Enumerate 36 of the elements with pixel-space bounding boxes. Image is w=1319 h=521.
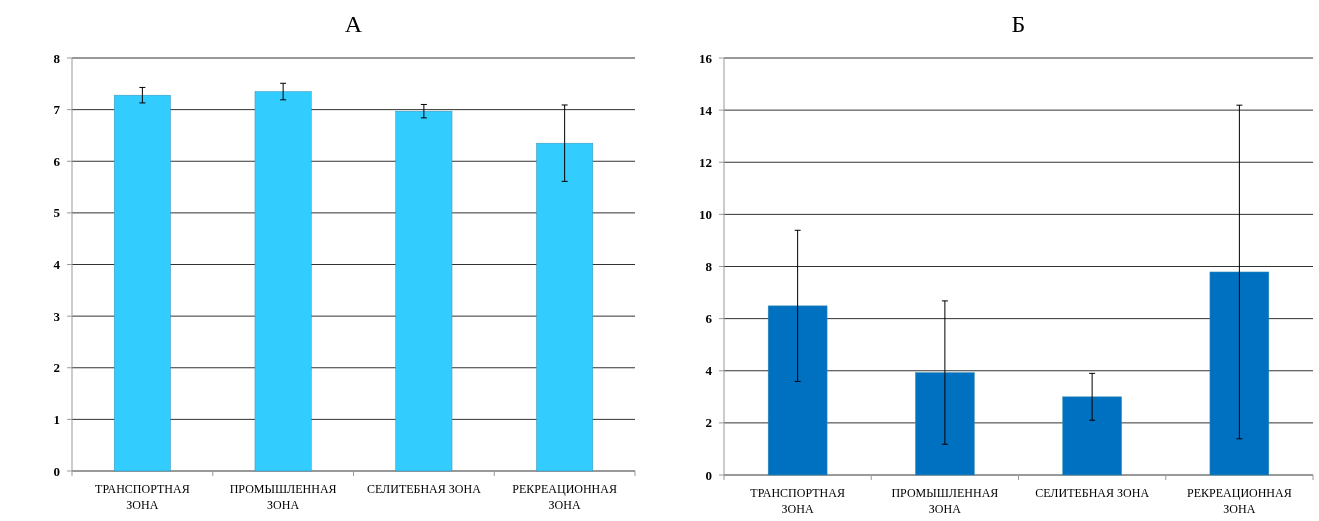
y-tick-label: 0 [53, 463, 60, 479]
y-tick-label: 5 [53, 205, 61, 221]
bar [1209, 271, 1270, 476]
bar [915, 372, 975, 476]
x-tick-label: РЕКРЕАЦИОННАЯ ЗОНА [1187, 486, 1292, 516]
y-tick-label: 4 [53, 257, 61, 273]
y-tick-label: 6 [705, 311, 713, 327]
x-tick-label: РЕКРЕАЦИОННАЯ ЗОНА [512, 482, 617, 512]
y-tick-label: 8 [705, 259, 713, 275]
x-tick-label: СЕЛИТЕБНАЯ ЗОНА [1035, 486, 1150, 500]
y-tick-label: 10 [699, 206, 712, 222]
bar [113, 94, 171, 472]
y-tick-label: 4 [705, 363, 713, 379]
y-tick-label: 16 [699, 50, 713, 66]
y-tick-label: 6 [53, 153, 61, 169]
y-tick-label: 8 [53, 50, 61, 66]
y-tick-label: 12 [699, 154, 712, 170]
y-tick-label: 3 [53, 308, 61, 324]
x-tick-label: ПРОМЫШЛЕННАЯ ЗОНА [229, 482, 337, 512]
x-tick-label: ТРАНСПОРТНАЯ ЗОНА [750, 486, 845, 516]
x-tick-label: ТРАНСПОРТНАЯ ЗОНА [95, 482, 190, 512]
y-tick-label: 1 [53, 411, 60, 427]
x-tick-label: ПРОМЫШЛЕННАЯ ЗОНА [891, 486, 999, 516]
x-tick-label: СЕЛИТЕБНАЯ ЗОНА [366, 482, 482, 496]
bar [536, 142, 594, 472]
y-tick-label: 2 [705, 415, 712, 431]
y-tick-label: 14 [699, 102, 713, 118]
y-tick-label: 7 [53, 102, 61, 118]
chart-title: А [344, 11, 363, 37]
bar [767, 305, 828, 476]
bar [395, 110, 453, 472]
y-tick-label: 0 [705, 467, 712, 483]
bar [254, 91, 312, 472]
bar [1062, 396, 1122, 476]
y-tick-label: 2 [53, 360, 60, 376]
chart-title: Б [1011, 11, 1026, 37]
